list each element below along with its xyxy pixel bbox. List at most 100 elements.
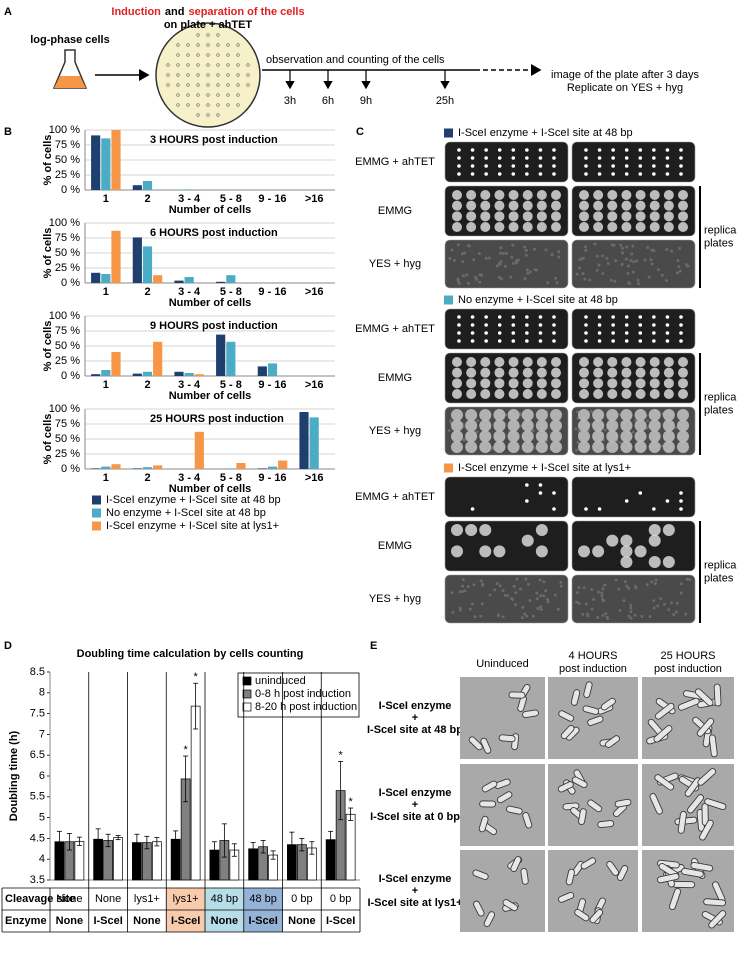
- colony: [494, 367, 505, 378]
- texture: [525, 614, 529, 618]
- colony: [611, 172, 615, 176]
- cell: [656, 873, 680, 884]
- texture: [575, 600, 579, 604]
- plate-image: [444, 476, 569, 518]
- chart-title: 6 HOURS post induction: [150, 227, 278, 239]
- colony: [679, 499, 683, 503]
- colony: [607, 378, 618, 389]
- colony: [466, 389, 477, 399]
- plate-spot: [196, 33, 200, 37]
- colony: [679, 323, 683, 327]
- bar: [299, 412, 309, 469]
- row-label: +: [412, 799, 418, 811]
- colony: [493, 409, 506, 421]
- texture: [523, 612, 527, 616]
- bar: [190, 705, 201, 881]
- texture: [603, 583, 607, 587]
- colony: [466, 222, 477, 232]
- y-axis-label: % of cells: [42, 414, 54, 465]
- section-header: I-SceI enzyme + I-SceI site at 48 bp: [458, 127, 633, 139]
- colony: [525, 156, 529, 160]
- bar: [184, 373, 194, 376]
- texture: [677, 265, 681, 269]
- texture: [670, 601, 674, 605]
- texture: [461, 274, 465, 278]
- colony: [480, 378, 491, 389]
- colony: [457, 339, 461, 343]
- colony: [634, 441, 647, 453]
- colony: [593, 357, 604, 367]
- plate-spot: [176, 63, 180, 67]
- colony: [592, 430, 605, 443]
- colony: [536, 200, 547, 211]
- table-row-label: Enzyme: [5, 915, 47, 927]
- texture: [633, 613, 637, 617]
- colony: [497, 315, 502, 319]
- section-swatch: [444, 463, 453, 473]
- plate-image: [444, 239, 569, 289]
- colony: [679, 156, 683, 160]
- cell: [606, 860, 620, 876]
- colony: [579, 378, 589, 389]
- texture: [546, 600, 550, 604]
- texture: [524, 248, 528, 252]
- significance-marker: *: [348, 796, 353, 808]
- colony: [638, 491, 643, 495]
- colony: [470, 148, 475, 152]
- texture: [621, 251, 625, 255]
- colony: [678, 200, 688, 211]
- colony: [621, 378, 632, 389]
- colony: [479, 441, 492, 453]
- plate-spot: [226, 43, 230, 47]
- colony: [497, 331, 502, 335]
- colony: [649, 190, 660, 200]
- bar: [152, 841, 162, 881]
- plate-spot: [226, 63, 230, 67]
- plate-spot: [196, 103, 200, 107]
- colony: [652, 507, 656, 511]
- micrograph: [460, 764, 545, 846]
- colony: [624, 323, 629, 327]
- colony: [465, 524, 478, 536]
- colony: [494, 211, 505, 222]
- texture: [468, 607, 472, 611]
- plate-image: [571, 239, 696, 289]
- colony: [679, 507, 683, 511]
- texture: [526, 271, 530, 275]
- texture: [667, 608, 671, 612]
- colony: [538, 323, 543, 327]
- colony: [624, 339, 629, 343]
- bar: [142, 371, 153, 376]
- texture: [544, 248, 548, 252]
- texture: [613, 279, 617, 283]
- y-tick-label: 25 %: [55, 355, 80, 367]
- bar: [101, 138, 111, 190]
- texture: [603, 428, 607, 432]
- texture: [629, 606, 633, 610]
- colony: [665, 339, 670, 343]
- texture: [604, 612, 608, 616]
- texture: [451, 610, 455, 614]
- micrograph: [548, 677, 638, 759]
- texture: [617, 587, 621, 591]
- colony: [494, 190, 505, 200]
- y-tick-label: 4.5: [30, 832, 45, 844]
- colony: [511, 172, 516, 176]
- colony: [652, 172, 656, 176]
- colony: [452, 200, 462, 211]
- panel-label: D: [4, 640, 12, 652]
- row-label: EMMG: [378, 205, 412, 217]
- colony: [484, 323, 488, 327]
- bar: [142, 181, 153, 190]
- colony: [649, 200, 660, 211]
- colony: [638, 331, 643, 335]
- cell: [649, 793, 663, 815]
- texture: [499, 260, 503, 264]
- texture: [626, 272, 630, 276]
- texture: [601, 597, 605, 601]
- texture: [559, 580, 563, 584]
- plate-image: [571, 520, 696, 572]
- colony: [522, 378, 533, 389]
- x-tick-label: 1: [103, 193, 109, 205]
- cell: [506, 805, 523, 815]
